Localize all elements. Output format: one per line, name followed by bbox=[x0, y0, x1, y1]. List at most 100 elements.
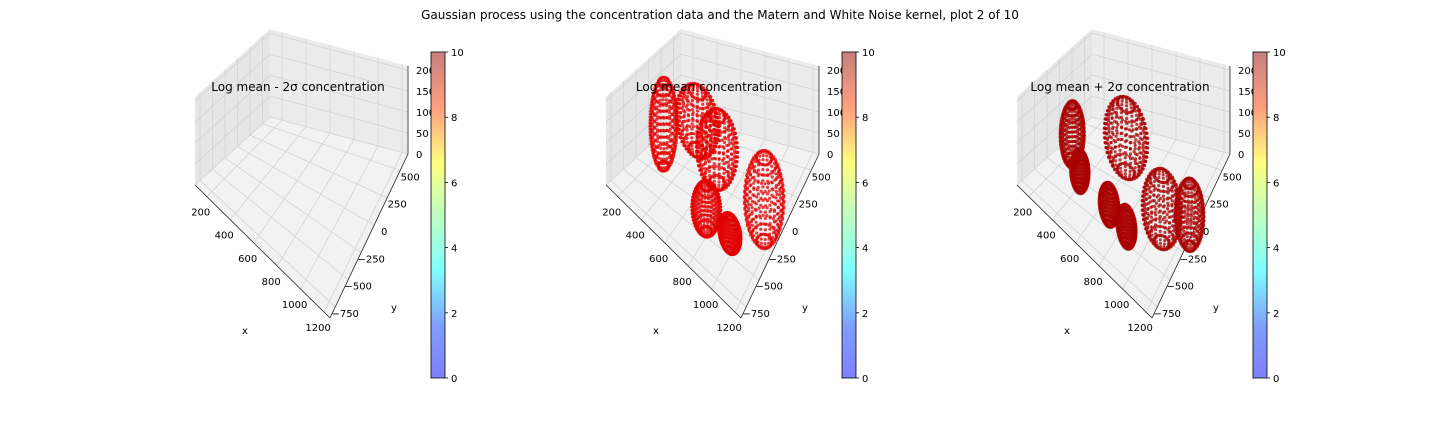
scatter-point bbox=[735, 239, 740, 243]
scatter-point bbox=[771, 217, 775, 221]
scatter-point bbox=[761, 153, 765, 158]
scatter-point bbox=[671, 137, 675, 141]
scatter-point bbox=[716, 131, 720, 135]
scatter-point bbox=[749, 183, 753, 187]
scatter-point bbox=[679, 136, 683, 140]
scatter-point bbox=[648, 118, 652, 122]
scatter-point bbox=[726, 244, 730, 248]
scatter-point bbox=[726, 155, 730, 159]
scatter-point bbox=[699, 230, 704, 234]
scatter-point bbox=[1131, 128, 1135, 132]
scatter-point bbox=[1155, 195, 1159, 199]
scatter-point bbox=[732, 135, 736, 139]
scatter-point bbox=[684, 97, 688, 101]
scatter-point bbox=[703, 184, 707, 188]
colorbar-tick-label: 6 bbox=[451, 178, 457, 189]
scatter-point bbox=[734, 231, 738, 235]
scatter-point bbox=[717, 186, 721, 190]
scatter-point bbox=[700, 125, 704, 129]
scatter-point bbox=[1075, 119, 1079, 123]
scatter-point bbox=[1129, 110, 1133, 114]
scatter-point bbox=[699, 228, 703, 232]
scatter-point bbox=[728, 120, 732, 125]
scatter-point bbox=[708, 174, 712, 178]
subplot-panels: 20040060080010001200−750−500−25002505000… bbox=[191, 29, 1286, 385]
scatter-point bbox=[659, 109, 663, 113]
scatter-point bbox=[702, 209, 706, 213]
y-tick-label: −250 bbox=[357, 254, 384, 265]
scatter-point bbox=[1161, 184, 1165, 189]
scatter-point bbox=[653, 126, 657, 130]
scatter-point bbox=[1137, 140, 1141, 144]
scatter-point bbox=[651, 118, 655, 122]
scatter-point bbox=[683, 94, 687, 98]
scatter-point bbox=[1141, 148, 1146, 153]
scatter-point bbox=[744, 198, 748, 203]
scatter-point bbox=[659, 157, 663, 161]
scatter-point bbox=[708, 128, 712, 132]
scatter-point bbox=[756, 185, 760, 190]
scatter-point bbox=[1074, 113, 1078, 117]
scatter-point bbox=[682, 140, 686, 144]
scatter-point bbox=[1082, 162, 1086, 166]
scatter-point bbox=[710, 199, 714, 204]
scatter-point bbox=[766, 173, 770, 177]
scatter-point bbox=[1125, 116, 1129, 121]
scatter-point bbox=[681, 132, 685, 136]
scatter-point bbox=[768, 203, 772, 207]
x-axis-label: x bbox=[653, 326, 659, 337]
scatter-point bbox=[1189, 242, 1193, 247]
scatter-point bbox=[673, 141, 677, 145]
scatter-point bbox=[759, 227, 763, 231]
scatter-point bbox=[770, 164, 774, 168]
scatter-point bbox=[705, 125, 709, 129]
colorbar-gradient bbox=[430, 51, 446, 379]
scatter-point bbox=[1159, 247, 1163, 251]
scatter-point bbox=[1141, 158, 1146, 162]
scatter-point bbox=[651, 124, 655, 128]
scatter-point bbox=[1135, 122, 1139, 126]
scatter-point bbox=[755, 236, 759, 240]
z-tick-label: 0 bbox=[827, 150, 833, 161]
scatter-point bbox=[1137, 125, 1141, 129]
left-wall-pane bbox=[195, 29, 270, 185]
scatter-point bbox=[1115, 131, 1119, 135]
scatter-point bbox=[720, 138, 724, 142]
scatter-point bbox=[656, 140, 660, 144]
scatter-point bbox=[727, 118, 731, 122]
scatter-point bbox=[1114, 134, 1118, 138]
scatter-point bbox=[728, 241, 732, 245]
scatter-point bbox=[701, 102, 705, 106]
scatter-point bbox=[733, 223, 737, 228]
scatter-point bbox=[1163, 221, 1167, 225]
scatter-point bbox=[702, 231, 706, 235]
grid-x bbox=[640, 126, 718, 220]
scatter-point bbox=[1076, 142, 1080, 146]
scatter-point bbox=[675, 114, 679, 118]
scatter-point bbox=[706, 220, 710, 225]
scatter-point bbox=[649, 121, 653, 125]
scatter-point bbox=[1125, 108, 1129, 112]
scatter-point bbox=[1165, 213, 1169, 217]
scatter-point bbox=[1073, 130, 1077, 134]
scatter-point bbox=[713, 115, 717, 119]
scatter-point bbox=[671, 125, 675, 129]
scatter-point bbox=[665, 151, 669, 156]
scatter-point bbox=[705, 209, 710, 214]
scatter-point bbox=[727, 123, 731, 127]
scatter-point bbox=[715, 200, 719, 204]
scatter-point bbox=[708, 100, 712, 104]
scatter-point bbox=[1060, 135, 1064, 139]
scatter-point bbox=[763, 173, 767, 177]
scatter-point bbox=[1119, 170, 1123, 174]
scatter-point bbox=[752, 181, 756, 185]
scatter-point bbox=[697, 126, 701, 130]
scatter-point bbox=[692, 201, 696, 205]
scatter-point bbox=[1163, 226, 1167, 230]
scatter-point bbox=[728, 244, 732, 248]
scatter-point bbox=[1115, 167, 1119, 171]
axis-edges bbox=[605, 66, 820, 319]
scatter-point bbox=[768, 172, 773, 176]
scatter-point bbox=[1157, 172, 1161, 176]
grid-z bbox=[605, 32, 820, 102]
